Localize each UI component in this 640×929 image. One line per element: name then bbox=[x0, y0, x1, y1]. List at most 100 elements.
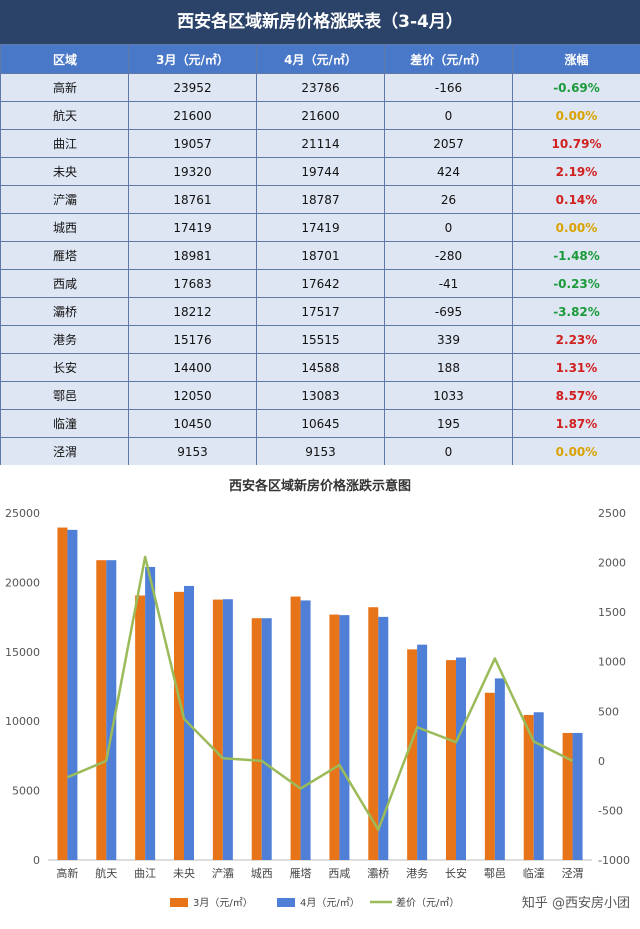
march-price-cell: 18761 bbox=[129, 186, 257, 214]
change-pct-cell: 0.00% bbox=[513, 438, 640, 466]
march-price-cell: 17419 bbox=[129, 214, 257, 242]
attribution-text: 知乎 @西安房小团 bbox=[522, 895, 630, 911]
x-tick-label: 航天 bbox=[95, 866, 117, 880]
april-price-cell: 17517 bbox=[257, 298, 385, 326]
bar-march bbox=[57, 528, 67, 860]
diff-cell: -280 bbox=[385, 242, 513, 270]
diff-cell: 0 bbox=[385, 438, 513, 466]
change-pct-cell: -0.69% bbox=[513, 74, 640, 102]
region-cell: 西咸 bbox=[1, 270, 129, 298]
y-left-tick-label: 10000 bbox=[5, 715, 40, 728]
header-march: 3月（元/㎡） bbox=[129, 45, 257, 74]
bar-april bbox=[145, 567, 155, 860]
region-cell: 临潼 bbox=[1, 410, 129, 438]
legend-label-march: 3月（元/㎡） bbox=[193, 897, 253, 909]
x-tick-label: 西咸 bbox=[328, 867, 350, 880]
y-right-tick-label: 1000 bbox=[598, 656, 626, 669]
diff-cell: 1033 bbox=[385, 382, 513, 410]
y-left-tick-label: 15000 bbox=[5, 646, 40, 659]
april-price-cell: 21600 bbox=[257, 102, 385, 130]
header-april: 4月（元/㎡） bbox=[257, 45, 385, 74]
bar-april bbox=[67, 530, 77, 860]
diff-cell: 339 bbox=[385, 326, 513, 354]
region-cell: 高新 bbox=[1, 74, 129, 102]
x-tick-label: 城西 bbox=[251, 867, 273, 880]
y-left-tick-label: 5000 bbox=[12, 785, 40, 798]
diff-cell: 26 bbox=[385, 186, 513, 214]
bar-march bbox=[329, 615, 339, 860]
diff-cell: 188 bbox=[385, 354, 513, 382]
x-tick-label: 临潼 bbox=[523, 866, 545, 880]
diff-cell: -166 bbox=[385, 74, 513, 102]
region-cell: 港务 bbox=[1, 326, 129, 354]
march-price-cell: 23952 bbox=[129, 74, 257, 102]
x-tick-label: 鄠邑 bbox=[484, 867, 506, 880]
x-tick-label: 未央 bbox=[173, 867, 195, 880]
march-price-cell: 18212 bbox=[129, 298, 257, 326]
bar-april bbox=[262, 618, 272, 860]
header-region: 区域 bbox=[1, 45, 129, 74]
y-right-tick-label: 0 bbox=[598, 755, 605, 768]
april-price-cell: 15515 bbox=[257, 326, 385, 354]
diff-cell: -41 bbox=[385, 270, 513, 298]
legend-swatch-april bbox=[277, 898, 295, 907]
price-chart-panel: 西安各区域新房价格涨跌示意图 0 5000 10000 15000 20000 25000 -… bbox=[0, 465, 640, 925]
legend-swatch-march bbox=[170, 898, 188, 907]
price-table-panel: 西安各区域新房价格涨跌表（3-4月） 区域 3月（元/㎡） 4月（元/㎡） 差价… bbox=[0, 0, 640, 465]
bar-april bbox=[573, 733, 583, 860]
march-price-cell: 14400 bbox=[129, 354, 257, 382]
x-tick-label: 港务 bbox=[406, 867, 428, 880]
table-title: 西安各区域新房价格涨跌表（3-4月） bbox=[0, 0, 640, 44]
diff-cell: -695 bbox=[385, 298, 513, 326]
price-chart: 西安各区域新房价格涨跌示意图 0 5000 10000 15000 20000 25000 -… bbox=[0, 465, 640, 925]
bar-march bbox=[174, 592, 184, 860]
change-pct-cell: 10.79% bbox=[513, 130, 640, 158]
region-cell: 灞桥 bbox=[1, 298, 129, 326]
april-price-cell: 14588 bbox=[257, 354, 385, 382]
march-price-cell: 9153 bbox=[129, 438, 257, 466]
change-pct-cell: -1.48% bbox=[513, 242, 640, 270]
header-change: 涨幅 bbox=[513, 45, 640, 74]
y-right-tick-label: 500 bbox=[598, 705, 619, 718]
april-price-cell: 17642 bbox=[257, 270, 385, 298]
march-price-cell: 12050 bbox=[129, 382, 257, 410]
bar-march bbox=[213, 600, 223, 860]
diff-cell: 0 bbox=[385, 102, 513, 130]
x-tick-label: 灞桥 bbox=[367, 867, 389, 880]
x-tick-label: 浐灞 bbox=[212, 867, 234, 880]
march-price-cell: 19057 bbox=[129, 130, 257, 158]
region-cell: 曲江 bbox=[1, 130, 129, 158]
y-right-tick-label: 1500 bbox=[598, 606, 626, 619]
y-right-tick-label: 2000 bbox=[598, 557, 626, 570]
april-price-cell: 21114 bbox=[257, 130, 385, 158]
y-left-tick-label: 20000 bbox=[5, 576, 40, 589]
april-price-cell: 13083 bbox=[257, 382, 385, 410]
x-tick-label: 曲江 bbox=[134, 867, 156, 880]
change-pct-cell: -0.23% bbox=[513, 270, 640, 298]
bar-april bbox=[456, 658, 466, 860]
legend-label-april: 4月（元/㎡） bbox=[300, 897, 360, 909]
chart-title: 西安各区域新房价格涨跌示意图 bbox=[229, 478, 411, 494]
bar-april bbox=[223, 599, 233, 860]
diff-cell: 2057 bbox=[385, 130, 513, 158]
y-right-tick-label: -1000 bbox=[598, 854, 630, 867]
bar-march bbox=[252, 618, 262, 860]
region-cell: 城西 bbox=[1, 214, 129, 242]
change-pct-cell: 1.87% bbox=[513, 410, 640, 438]
header-diff: 差价（元/㎡） bbox=[385, 45, 513, 74]
y-left-tick-label: 25000 bbox=[5, 507, 40, 520]
change-pct-cell: -3.82% bbox=[513, 298, 640, 326]
